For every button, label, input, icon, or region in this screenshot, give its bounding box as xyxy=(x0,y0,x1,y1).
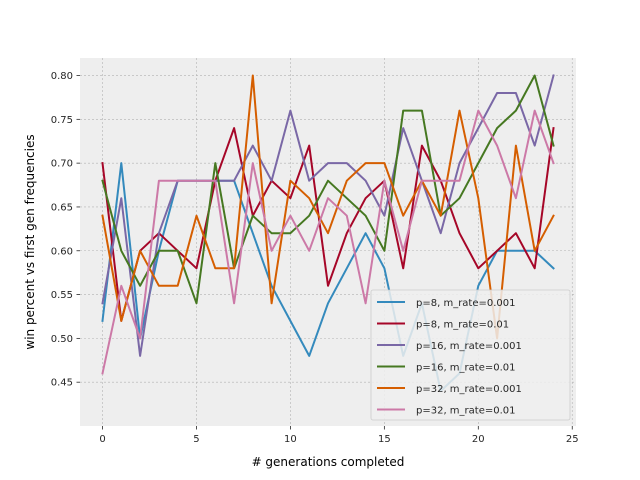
x-tick-label: 5 xyxy=(193,434,199,445)
y-axis-label: win percent vs first gen frequencies xyxy=(23,134,37,349)
x-tick-label: 20 xyxy=(472,434,485,445)
y-tick-label: 0.75 xyxy=(51,115,73,126)
y-tick-label: 0.70 xyxy=(51,159,73,170)
x-axis-label: # generations completed xyxy=(252,455,405,469)
y-tick-label: 0.65 xyxy=(51,202,73,213)
legend-label: p=16, m_rate=0.01 xyxy=(416,363,516,374)
x-tick-label: 25 xyxy=(566,434,579,445)
x-axis-ticks: 0 5 10 15 20 25 xyxy=(99,426,579,445)
legend-label: p=16, m_rate=0.001 xyxy=(416,341,522,352)
y-tick-label: 0.60 xyxy=(51,246,73,257)
series-line-4 xyxy=(101,74,555,305)
legend: p=8, m_rate=0.001 p=8, m_rate=0.01 p=16, m… xyxy=(370,289,571,421)
y-tick-label: 0.80 xyxy=(51,71,73,82)
y-tick-label: 0.45 xyxy=(51,378,73,389)
legend-label: p=8, m_rate=0.001 xyxy=(416,298,516,309)
legend-label: p=32, m_rate=0.01 xyxy=(416,406,516,417)
x-tick-label: 10 xyxy=(284,434,297,445)
legend-box xyxy=(370,289,571,421)
legend-label: p=32, m_rate=0.001 xyxy=(416,384,522,395)
series-lines xyxy=(101,74,555,392)
series-line-5 xyxy=(101,74,555,340)
series-line-6 xyxy=(101,109,555,375)
y-tick-label: 0.55 xyxy=(51,290,73,301)
y-tick-label: 0.50 xyxy=(51,334,73,345)
y-axis-ticks: 0.45 0.50 0.55 0.60 0.65 0.70 0.75 0.80 xyxy=(51,71,80,389)
x-tick-label: 15 xyxy=(378,434,391,445)
legend-label: p=8, m_rate=0.01 xyxy=(416,320,509,331)
x-tick-label: 0 xyxy=(99,434,105,445)
